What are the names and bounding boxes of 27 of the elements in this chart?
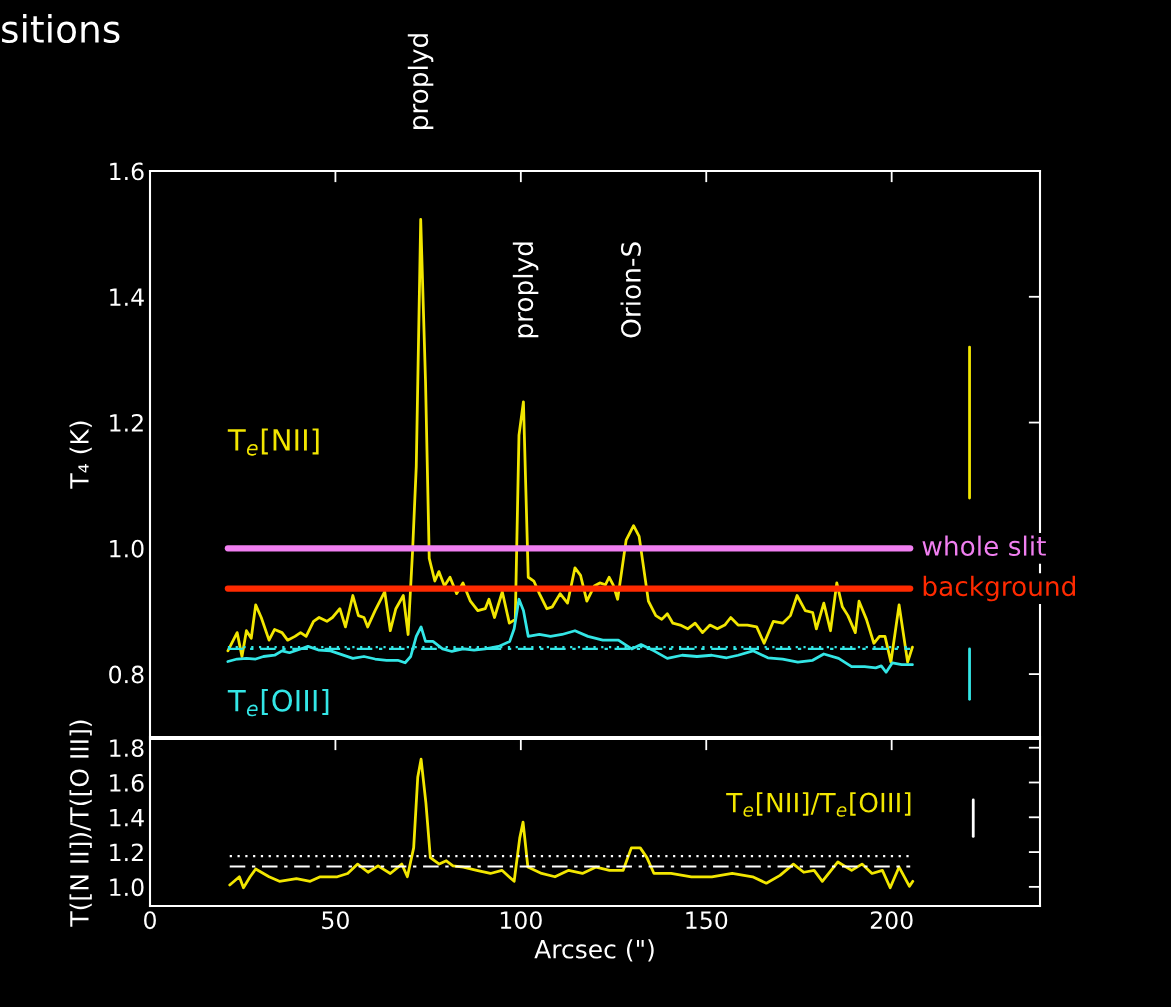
y-tick-label: 1.2 — [110, 843, 143, 862]
text: T$_{e}$[NII] — [227, 428, 319, 456]
series-label: T$_{e}$[NII]/T$_{e}$[OIII] — [726, 792, 911, 817]
x-axis-title: Arcsec (") — [534, 939, 654, 962]
annotation: proplyd — [512, 242, 539, 338]
chart-title: sitions — [2, 14, 120, 44]
y-tick-label: 1.6 — [110, 162, 144, 181]
x-tick-label: 50 — [322, 911, 349, 930]
y-tick-label: 1.0 — [110, 539, 144, 558]
y-axis-title: T([N II])/T([O III]) — [69, 720, 92, 927]
y-tick-label: 1.6 — [110, 773, 144, 792]
x-tick-label: 100 — [500, 911, 542, 930]
x-tick-label: 150 — [686, 911, 728, 930]
series-label: T$_{e}$[OIII] — [227, 689, 329, 717]
y-tick-label: 1.2 — [110, 414, 143, 432]
y-tick-label: 1.0 — [110, 878, 144, 897]
annotation: Orion-S — [620, 242, 641, 338]
y-tick-label: 0.8 — [109, 665, 144, 684]
y-tick-label: 1.4 — [110, 809, 144, 827]
series-label: background — [923, 575, 1075, 602]
y-axis-title: T₄ (K) — [69, 421, 92, 489]
series-label: whole slit — [922, 535, 1046, 556]
y-tick-label: 1.8 — [110, 739, 144, 757]
x-tick-label: 0 — [144, 911, 156, 930]
x-tick-label: 200 — [870, 911, 913, 930]
y-tick-label: 1.4 — [110, 288, 144, 306]
text: proplyd — [407, 34, 434, 129]
